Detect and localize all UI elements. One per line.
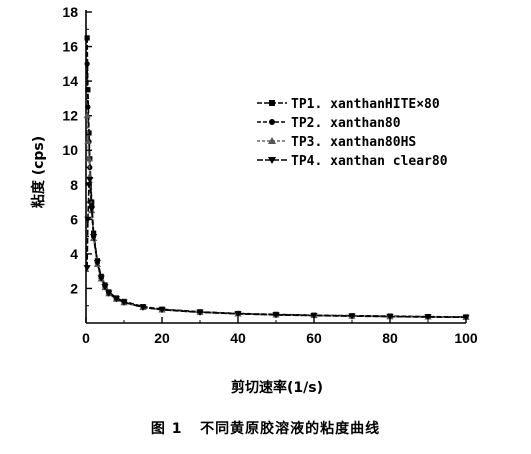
caption-number: 图 1 xyxy=(150,421,183,437)
data-point-circle xyxy=(84,61,90,67)
data-point-triangle-down xyxy=(310,312,318,320)
legend-label: TP2. xanthan80 xyxy=(291,116,401,131)
legend-label: TP3. xanthan80HS xyxy=(291,135,416,150)
y-tick-label: 2 xyxy=(70,280,78,296)
figure-caption: 图 1 不同黄原胶溶液的粘度曲线 xyxy=(0,418,531,438)
data-point-triangle-up xyxy=(268,137,276,144)
y-tick-label: 6 xyxy=(70,211,78,227)
data-point-circle xyxy=(269,119,275,125)
x-tick-label: 80 xyxy=(382,330,398,346)
data-point-triangle-down xyxy=(86,176,94,184)
x-tick-label: 60 xyxy=(306,330,322,346)
x-tick-label: 20 xyxy=(154,330,170,346)
y-tick-label: 16 xyxy=(62,39,78,55)
y-tick-label: 8 xyxy=(70,177,78,193)
data-point-triangle-up xyxy=(85,155,93,162)
y-tick-label: 10 xyxy=(62,142,78,158)
data-point-triangle-down xyxy=(97,275,105,282)
y-tick-label: 4 xyxy=(70,246,78,262)
data-point-triangle-down xyxy=(424,314,432,321)
data-point-triangle-down xyxy=(272,312,280,319)
viscosity-chart: 2 4 6 8 10 12 14 16 18 0 20 40 60 80 100 TP1. xanthanH… xyxy=(30,4,478,396)
series-layer xyxy=(83,35,470,321)
data-point-triangle-down xyxy=(120,299,128,306)
y-tick-label: 14 xyxy=(62,73,78,89)
data-point-triangle-down xyxy=(105,290,113,297)
data-point-triangle-down xyxy=(348,313,356,320)
y-axis-label: 粘度 (cps) xyxy=(30,136,47,208)
x-tick-label: 0 xyxy=(82,330,90,346)
legend-item: TP2. xanthan80 xyxy=(257,116,401,131)
data-point-triangle-down xyxy=(84,216,92,223)
x-axis-label: 剪切速率(1/s) xyxy=(231,379,323,396)
series-4 xyxy=(83,176,470,321)
data-point-triangle-down xyxy=(196,309,204,316)
x-tick-label: 40 xyxy=(230,330,246,346)
data-point-triangle-down xyxy=(101,284,109,291)
legend-item: TP4. xanthan clear80 xyxy=(257,154,448,169)
data-point-triangle-up xyxy=(83,112,91,119)
legend-label: TP1. xanthanHITE×80 xyxy=(291,97,440,112)
data-point-triangle-down xyxy=(83,265,91,272)
data-point-triangle-down xyxy=(462,314,470,321)
data-point-triangle-down xyxy=(112,296,120,303)
data-point-triangle-down xyxy=(158,307,166,314)
y-tick-label: 12 xyxy=(62,108,78,124)
data-point-triangle-down xyxy=(386,314,394,321)
axes: 2 4 6 8 10 12 14 16 18 0 20 40 60 80 100 xyxy=(62,4,477,346)
legend-item: TP1. xanthanHITE×80 xyxy=(257,97,440,112)
data-point-triangle-down xyxy=(268,157,276,164)
data-point-square xyxy=(269,100,275,106)
y-tick-label: 18 xyxy=(62,4,78,20)
x-tick-label: 100 xyxy=(454,330,478,346)
caption-text: 不同黄原胶溶液的粘度曲线 xyxy=(200,421,381,437)
data-point-triangle-down xyxy=(139,304,147,311)
data-point-triangle-down xyxy=(93,259,101,267)
data-point-triangle-up xyxy=(84,137,92,145)
data-point-triangle-down xyxy=(234,311,242,318)
data-point-square xyxy=(84,35,90,41)
legend-item: TP3. xanthan80HS xyxy=(257,135,416,150)
series-line xyxy=(86,179,467,319)
data-point-triangle-down xyxy=(85,182,93,189)
series-line xyxy=(86,37,467,318)
data-point-triangle-down xyxy=(90,234,98,241)
legend-label: TP4. xanthan clear80 xyxy=(291,154,448,169)
legend: TP1. xanthanHITE×80 TP2. xanthan80 TP3. xa… xyxy=(257,97,448,169)
data-point-triangle-down xyxy=(88,206,96,213)
series-line xyxy=(86,115,467,319)
series-1 xyxy=(84,35,469,320)
data-point-circle xyxy=(85,104,91,110)
